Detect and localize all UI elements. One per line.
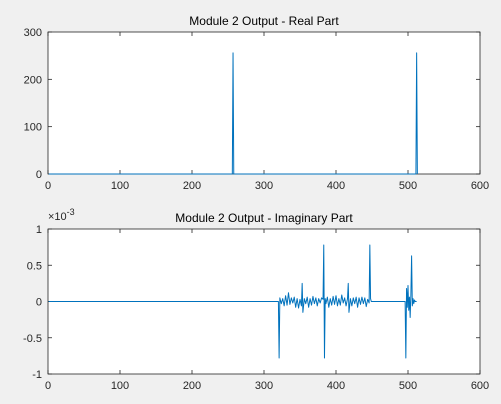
y-tick-label: 0.5 (27, 260, 42, 272)
y-tick-label: 0 (36, 297, 42, 309)
x-tick-label: 200 (183, 380, 201, 392)
y-tick-label: -1 (32, 369, 42, 381)
chart-title-real: Module 2 Output - Real Part (189, 14, 339, 28)
y-tick-label: 200 (24, 74, 42, 86)
x-tick-label: 600 (471, 380, 489, 392)
tick-labels-real: 0 100 200 300 400 500 600 0 100 200 300 (24, 27, 490, 192)
y-tick-label: 300 (24, 27, 42, 39)
y-tick-label: 100 (24, 122, 42, 134)
axes-real-part: Module 2 Output - Real Part 0 100 200 300 40… (24, 14, 490, 192)
y-exponent-power: -3 (67, 207, 75, 217)
ticks-real (47, 31, 481, 175)
x-tick-label: 300 (255, 180, 273, 192)
y-exponent-base: ×10 (48, 211, 67, 223)
x-tick-label: 100 (111, 380, 129, 392)
series-line-imaginary (48, 244, 417, 359)
x-tick-label: 0 (45, 380, 51, 392)
x-tick-label: 300 (255, 380, 273, 392)
x-tick-label: 0 (45, 180, 51, 192)
series-line-real (48, 52, 418, 175)
x-tick-label: 400 (327, 380, 345, 392)
tick-labels-imaginary: 0 100 200 300 400 500 600 -1 -0.5 0 0.5 1 (23, 224, 489, 392)
x-tick-label: 200 (183, 180, 201, 192)
ticks-imaginary (47, 228, 481, 375)
x-tick-label: 100 (111, 180, 129, 192)
axes-imaginary-part: Module 2 Output - Imaginary Part ×10-3 0… (23, 207, 489, 392)
y-tick-label: -0.5 (23, 333, 42, 345)
x-tick-label: 500 (399, 180, 417, 192)
y-tick-label: 1 (36, 224, 42, 236)
y-exponent-label: ×10-3 (48, 207, 75, 223)
plot-area-real (47, 31, 481, 175)
x-tick-label: 500 (399, 380, 417, 392)
x-tick-label: 600 (471, 180, 489, 192)
chart-title-imaginary: Module 2 Output - Imaginary Part (175, 211, 353, 225)
y-tick-label: 0 (36, 169, 42, 181)
x-tick-label: 400 (327, 180, 345, 192)
